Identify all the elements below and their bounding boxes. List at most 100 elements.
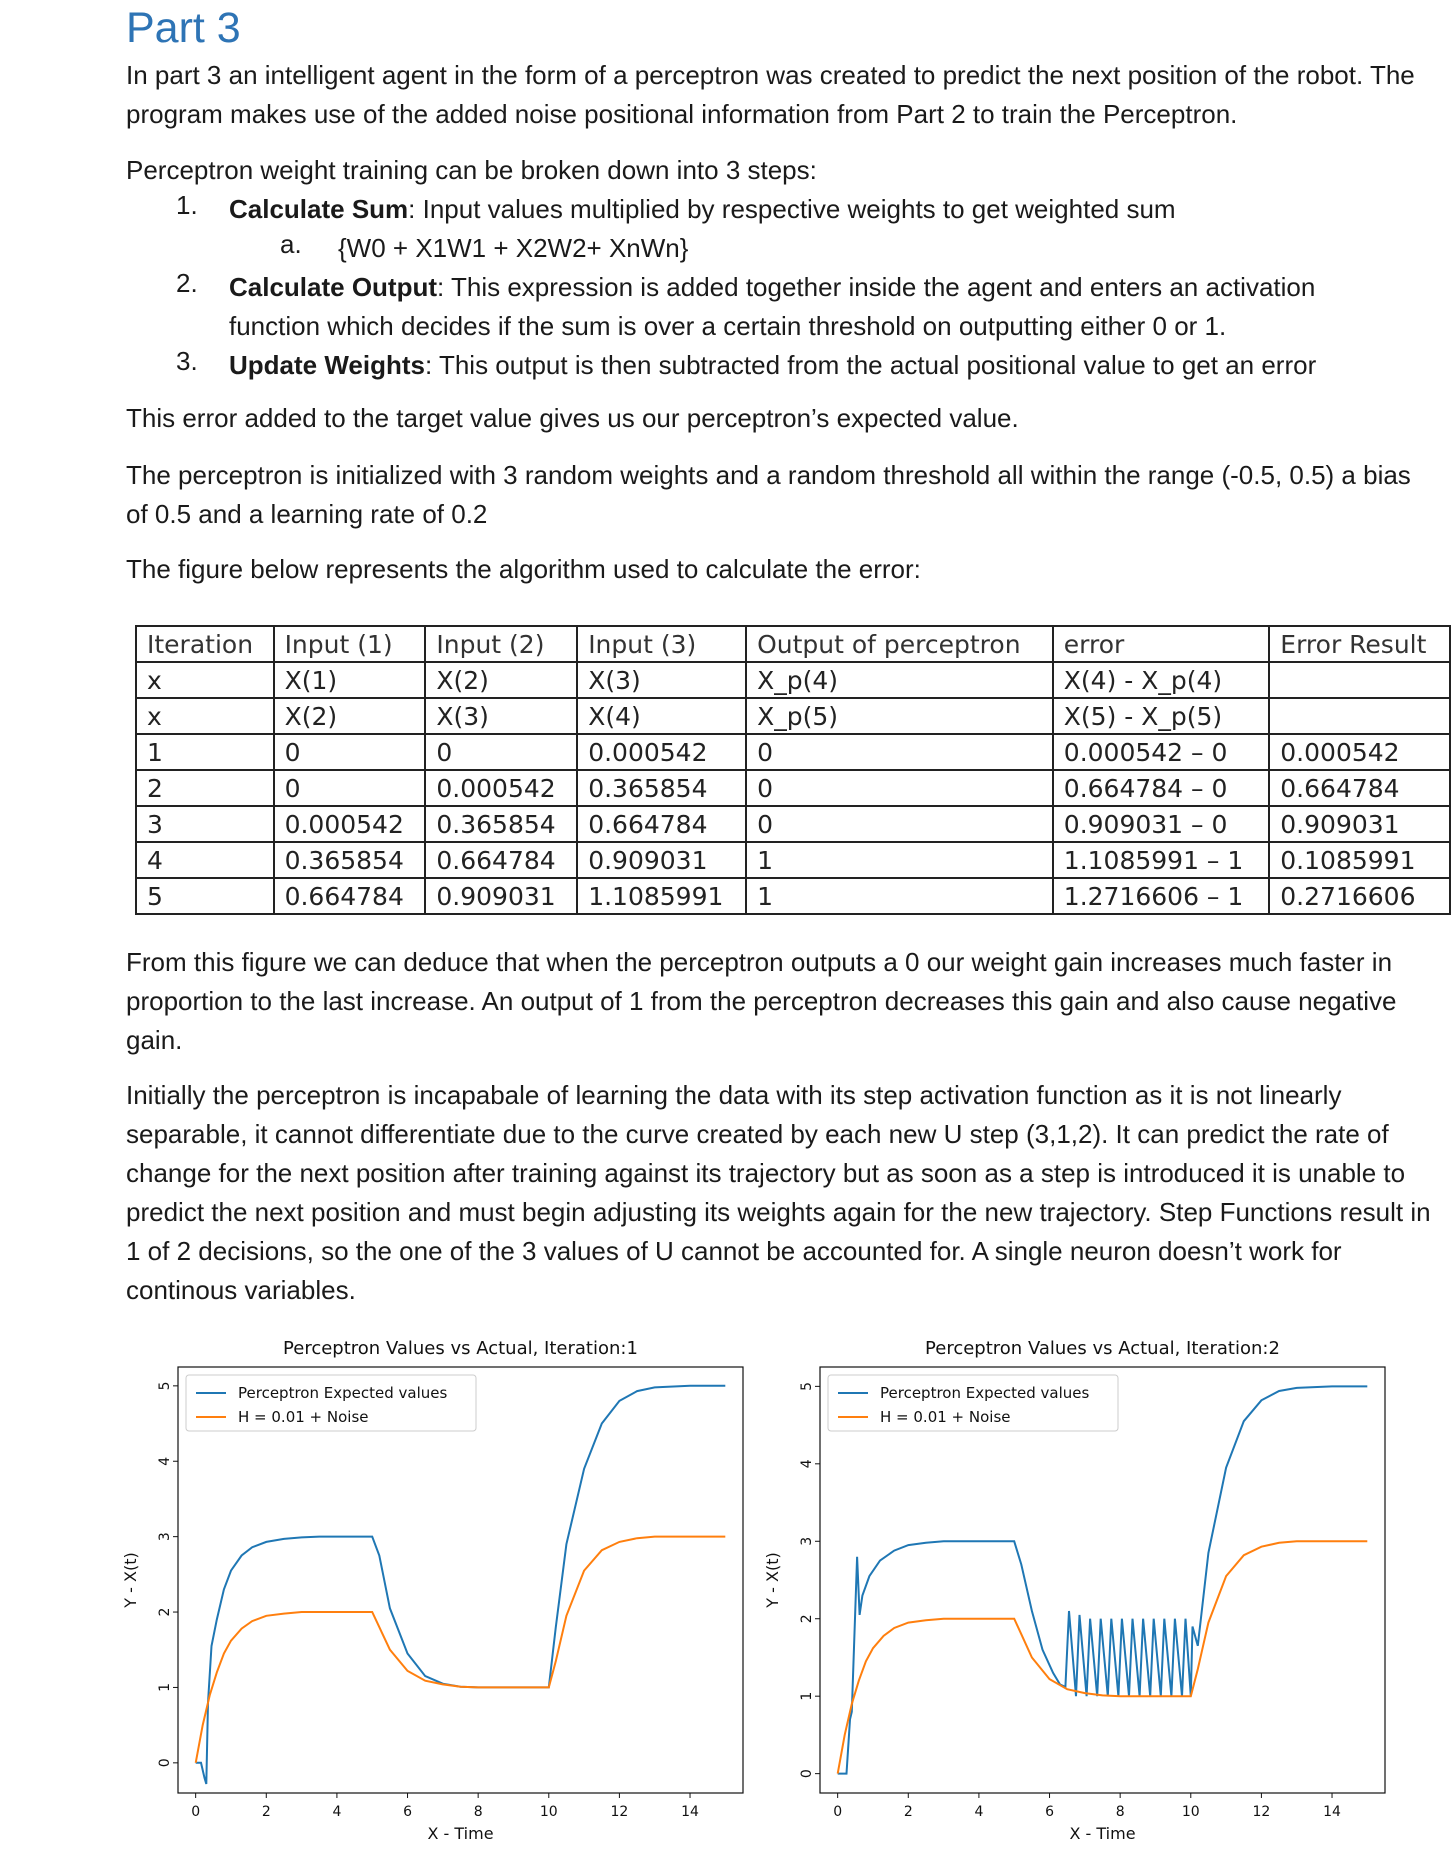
chart-svg: Perceptron Values vs Actual, Iteration:2…: [763, 1338, 1386, 1843]
legend-label: H = 0.01 + Noise: [880, 1408, 1011, 1426]
substep-formula: {W0 + X1W1 + X2W2+ XnWn}: [338, 233, 689, 263]
step-text: Calculate Sum: Input values multiplied b…: [229, 190, 1429, 229]
x-tick-label: 0: [191, 1804, 200, 1820]
series-line: [836, 1540, 1368, 1774]
step-text: Update Weights: This output is then subt…: [229, 346, 1429, 385]
y-tick-label: 1: [799, 1692, 815, 1701]
page-title: Part 3: [126, 4, 241, 52]
table-row: 5 0.664784 0.909031 1.1085991 1 1.2716606 – 1…: [135, 877, 1451, 915]
table-cell: 0.909031: [424, 877, 579, 915]
table-cell: 0.000542 – 0: [1051, 733, 1271, 771]
table-cell: 0.365854: [272, 841, 427, 879]
x-tick-label: 2: [262, 1804, 271, 1820]
step-description: : This expression is added together insi…: [229, 272, 1316, 341]
step-number: 3.: [176, 346, 198, 376]
table-cell: X_p(4): [745, 661, 1054, 699]
figure-intro-paragraph: The figure below represents the algorith…: [126, 554, 921, 584]
table-cell: X_p(5): [745, 697, 1054, 735]
y-axis-label: Y - X(t): [763, 1552, 782, 1608]
y-tick-label: 0: [799, 1769, 815, 1778]
table-cell: [1268, 661, 1451, 699]
intro-paragraph: In part 3 an intelligent agent in the fo…: [126, 60, 1415, 129]
step-title: Calculate Sum: [229, 194, 409, 224]
chart-iteration-1: Perceptron Values vs Actual, Iteration:1…: [118, 1330, 758, 1857]
table-cell: 0.000542: [576, 733, 748, 771]
y-tick-label: 4: [799, 1459, 815, 1468]
table-row: x X(2) X(3) X(4) X_p(5) X(5) - X_p(5): [135, 697, 1451, 735]
table-row: 2 0 0.000542 0.365854 0 0.664784 – 0 0.664784: [135, 769, 1451, 807]
table-cell: X(4): [576, 697, 748, 735]
table-cell: 1: [745, 841, 1054, 879]
table-cell: 1.1085991: [576, 877, 748, 915]
table-cell: 2: [135, 769, 275, 807]
table-cell: x: [135, 661, 275, 699]
series-line: [195, 1384, 726, 1785]
series-line: [194, 1535, 726, 1763]
y-tick-label: 1: [157, 1683, 173, 1692]
legend-label: Perceptron Expected values: [880, 1384, 1089, 1402]
table-cell: 0: [424, 733, 579, 771]
table-header-cell: Input (3): [576, 625, 748, 663]
table-cell: 0.000542: [1268, 733, 1451, 771]
table-cell: 0.664784: [576, 805, 748, 843]
y-axis-label: Y - X(t): [121, 1552, 140, 1608]
step-text: Calculate Output: This expression is add…: [229, 268, 1339, 346]
table-header-cell: Input (1): [272, 625, 427, 663]
x-tick-label: 12: [1252, 1804, 1270, 1820]
table-cell: X(2): [424, 661, 579, 699]
steps-intro: Perceptron weight training can be broken…: [126, 155, 817, 185]
chart-title: Perceptron Values vs Actual, Iteration:1: [283, 1338, 638, 1359]
x-tick-label: 0: [833, 1804, 842, 1820]
x-tick-label: 14: [1323, 1804, 1341, 1820]
chart-title: Perceptron Values vs Actual, Iteration:2: [925, 1338, 1280, 1359]
table-cell: X(2): [272, 697, 427, 735]
table-cell: 0.664784: [272, 877, 427, 915]
table-cell: 1: [745, 877, 1054, 915]
table-cell: X(3): [424, 697, 579, 735]
step-number: 2.: [176, 268, 198, 298]
x-tick-label: 4: [332, 1804, 341, 1820]
table-cell: 0.000542: [272, 805, 427, 843]
table-cell: 0.000542: [424, 769, 579, 807]
analysis-paragraph: Initially the perceptron is incapabale o…: [126, 1080, 1431, 1305]
table-header-row: Iteration Input (1) Input (2) Input (3) …: [135, 625, 1451, 663]
table-cell: 0.1085991: [1268, 841, 1451, 879]
legend-box: [185, 1374, 477, 1432]
table-cell: 0.365854: [424, 805, 579, 843]
x-axis-label: X - Time: [427, 1824, 493, 1843]
legend-box: [827, 1374, 1119, 1432]
table-cell: 0: [745, 769, 1054, 807]
y-tick-label: 5: [799, 1382, 815, 1391]
y-tick-label: 0: [157, 1758, 173, 1767]
table-cell: 0.909031 – 0: [1051, 805, 1271, 843]
table-cell: 1.1085991 – 1: [1051, 841, 1271, 879]
x-axis-label: X - Time: [1069, 1824, 1135, 1843]
table-cell: X(3): [576, 661, 748, 699]
error-table: Iteration Input (1) Input (2) Input (3) …: [135, 625, 1451, 915]
y-tick-label: 2: [799, 1614, 815, 1623]
step-number: 1.: [176, 190, 198, 220]
init-paragraph: The perceptron is initialized with 3 ran…: [126, 460, 1411, 529]
table-cell: 0.909031: [576, 841, 748, 879]
table-cell: 0.664784 – 0: [1051, 769, 1271, 807]
legend-label: H = 0.01 + Noise: [238, 1408, 369, 1426]
y-tick-label: 5: [157, 1381, 173, 1390]
x-tick-label: 8: [474, 1804, 483, 1820]
table-row: x X(1) X(2) X(3) X_p(4) X(4) - X_p(4): [135, 661, 1451, 699]
table-cell: 1.2716606 – 1: [1051, 877, 1271, 915]
table-header-cell: Iteration: [135, 625, 275, 663]
x-tick-label: 10: [540, 1804, 558, 1820]
table-header-cell: Error Result: [1268, 625, 1451, 663]
table-cell: 0: [745, 805, 1054, 843]
table-header-cell: Input (2): [424, 625, 579, 663]
step-description: : This output is then subtracted from th…: [424, 350, 1317, 380]
y-tick-label: 3: [799, 1537, 815, 1546]
table-cell: [1268, 697, 1451, 735]
step-title: Calculate Output: [229, 272, 438, 302]
step-description: : Input values multiplied by respective …: [408, 194, 1176, 224]
x-tick-label: 8: [1116, 1804, 1125, 1820]
x-tick-label: 12: [610, 1804, 628, 1820]
error-paragraph: This error added to the target value giv…: [126, 403, 1019, 433]
table-cell: X(4) - X_p(4): [1051, 661, 1271, 699]
